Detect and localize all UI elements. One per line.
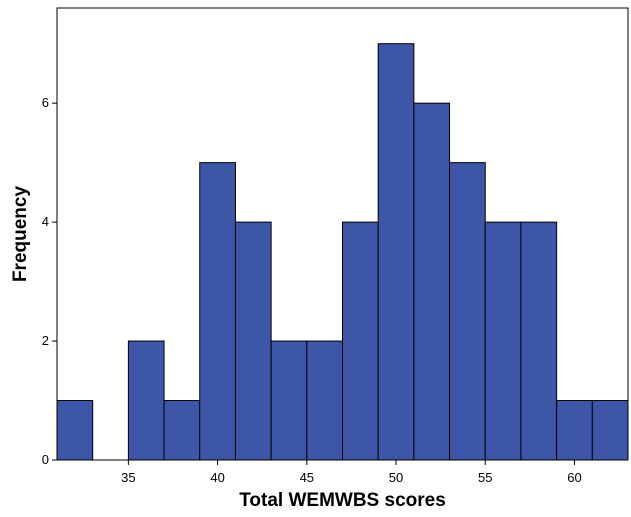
histogram-bar-37-39 [163,400,201,461]
y-tick-label: 4 [42,214,49,229]
histogram-bar-53-55 [449,162,486,461]
x-tick-label: 60 [567,470,581,485]
histogram-bar-57-59 [520,221,558,461]
y-axis-ticks: 0 2 4 6 [42,95,57,467]
histogram-bar-61-63 [591,400,629,461]
x-axis-title: Total WEMWBS scores [239,490,446,511]
bars-group [56,43,629,461]
histogram-bar-51-53 [413,102,451,461]
x-tick-label: 35 [121,470,135,485]
x-tick-label: 50 [389,470,403,485]
histogram-bar-55-57 [484,221,522,461]
x-axis-ticks: 35 40 45 50 55 60 [121,460,582,485]
histogram-bar-41-43 [234,221,272,461]
histogram-bar-59-61 [556,400,593,461]
x-tick-label: 55 [478,470,492,485]
histogram-bar-43-45 [270,340,308,461]
histogram-bar-47-49 [342,221,379,461]
histogram-bar-39-41 [199,162,236,461]
plot-area-frame [56,7,629,461]
x-tick-label: 45 [300,470,314,485]
x-tick-label: 40 [210,470,224,485]
histogram-bar-35-37 [127,340,165,461]
histogram-bar-31-33 [56,400,94,461]
histogram-bar-45-47 [306,340,343,461]
y-axis-title: Frequency [10,186,31,283]
y-tick-label: 0 [42,452,49,467]
histogram-bar-49-51 [377,43,415,461]
y-tick-label: 6 [42,95,49,110]
y-tick-label: 2 [42,333,49,348]
